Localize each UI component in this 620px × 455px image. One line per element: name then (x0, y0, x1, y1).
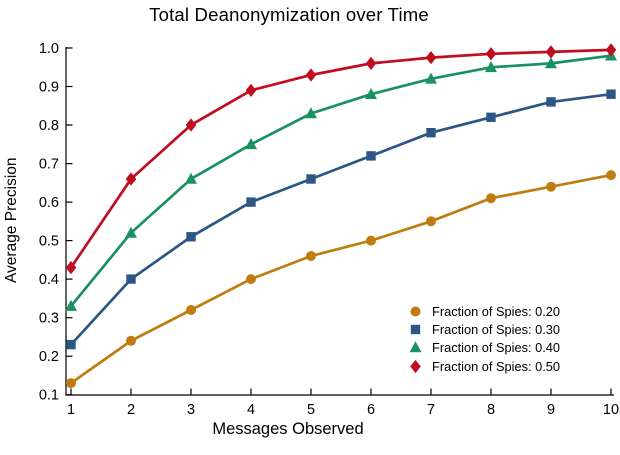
legend-diamond-glyph (410, 359, 421, 373)
legend-circle-glyph (410, 306, 421, 317)
legend-item: Fraction of Spies: 0.50 (408, 357, 560, 375)
data-point-circle (546, 181, 556, 192)
data-point-triangle (65, 299, 77, 311)
y-tick-label: 0.7 (39, 157, 59, 173)
legend-item: Fraction of Spies: 0.30 (408, 320, 560, 338)
legend-marker-circle-icon (410, 306, 421, 317)
data-point-square (366, 151, 376, 161)
x-tick-label: 5 (307, 402, 315, 418)
data-point-triangle (185, 172, 197, 184)
data-point-triangle (245, 138, 257, 150)
legend-item-label: Fraction of Spies: 0.20 (432, 303, 561, 319)
x-tick-label: 2 (127, 402, 135, 418)
data-point-circle (486, 193, 496, 204)
data-point-triangle (485, 61, 497, 73)
y-tick-label: 0.2 (39, 349, 59, 365)
x-axis-label: Messages Observed (212, 420, 364, 438)
legend-marker-triangle-icon (409, 341, 422, 353)
data-point-circle (126, 335, 136, 346)
legend-triangle-glyph (409, 341, 422, 353)
data-point-triangle (305, 107, 317, 119)
data-point-square (306, 174, 316, 184)
data-point-square (606, 89, 616, 99)
series-line (69, 92, 613, 346)
x-tick-label: 7 (427, 402, 435, 418)
series-line (69, 173, 613, 385)
data-point-circle (606, 170, 616, 181)
data-point-circle (186, 305, 196, 315)
x-tick-label: 10 (603, 402, 619, 418)
data-point-circle (366, 235, 376, 246)
legend-item-label: Fraction of Spies: 0.50 (432, 358, 561, 374)
legend: Fraction of Spies: 0.20 Fraction of Spies… (408, 302, 560, 376)
series-line (69, 54, 613, 308)
data-point-diamond (125, 172, 137, 186)
data-point-square (426, 128, 436, 138)
legend-item: Fraction of Spies: 0.20 (408, 302, 560, 320)
data-point-triangle (125, 226, 137, 238)
data-point-square (546, 97, 556, 107)
y-tick-label: 0.9 (39, 80, 59, 96)
data-point-square (126, 274, 136, 284)
data-point-square (486, 112, 496, 122)
chart-title: Total Deanonymization over Time (149, 4, 429, 25)
data-point-triangle (365, 88, 377, 99)
data-point-diamond (365, 56, 377, 70)
data-point-diamond (305, 68, 317, 82)
y-tick-label: 0.1 (39, 388, 59, 404)
legend-marker-square-icon (410, 324, 421, 335)
data-point-diamond (425, 51, 437, 65)
data-point-diamond (485, 47, 497, 61)
y-tick-label: 0.3 (39, 311, 59, 327)
x-tick-label: 1 (67, 402, 75, 418)
series-line (69, 48, 613, 269)
legend-marker-diamond-icon (410, 359, 421, 373)
data-point-diamond (65, 261, 77, 275)
legend-item-label: Fraction of Spies: 0.30 (432, 322, 561, 338)
x-tick-label: 4 (247, 402, 255, 418)
x-tick-label: 3 (187, 402, 195, 418)
data-point-square (66, 339, 76, 350)
data-point-circle (426, 216, 436, 227)
data-point-circle (306, 251, 316, 261)
y-tick-label: 0.5 (39, 234, 59, 250)
data-point-circle (246, 274, 256, 285)
data-point-triangle (545, 57, 557, 69)
y-tick-label: 0.6 (39, 195, 59, 211)
y-tick-label: 0.8 (39, 118, 59, 134)
data-point-diamond (545, 45, 557, 59)
legend-item: Fraction of Spies: 0.40 (408, 339, 560, 357)
legend-square-glyph (410, 324, 421, 335)
data-point-diamond (185, 118, 197, 132)
y-tick-label: 0.4 (39, 272, 59, 288)
x-tick-label: 9 (547, 402, 555, 418)
data-point-square (246, 197, 256, 207)
y-tick-label: 1.0 (39, 41, 59, 57)
data-point-square (186, 232, 196, 242)
data-point-diamond (245, 83, 257, 97)
x-tick-label: 6 (367, 402, 375, 418)
data-point-triangle (425, 72, 437, 84)
data-point-circle (66, 378, 76, 389)
x-tick-label: 8 (487, 402, 495, 418)
legend-item-label: Fraction of Spies: 0.40 (432, 340, 561, 356)
data-point-diamond (605, 43, 617, 57)
